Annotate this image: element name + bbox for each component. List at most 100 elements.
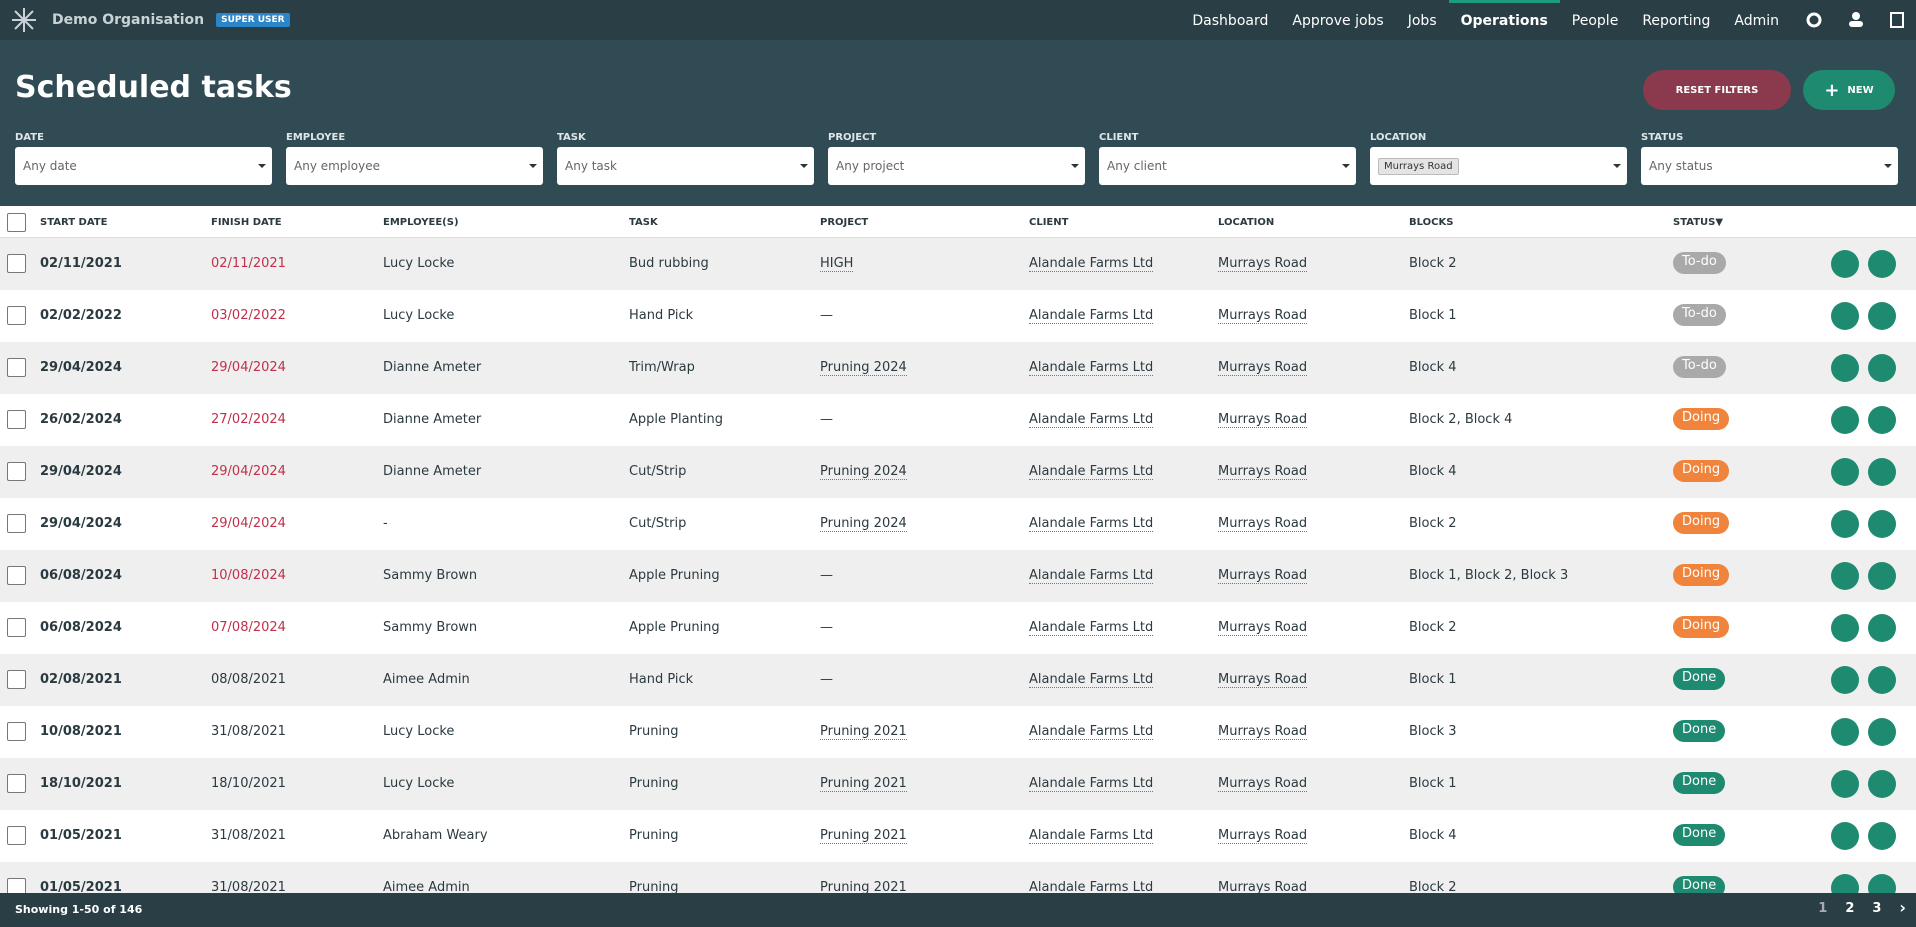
client-cell[interactable]: Alandale Farms Ltd (1029, 412, 1153, 428)
project-cell[interactable]: Pruning 2024 (820, 360, 907, 376)
location-cell[interactable]: Murrays Road (1218, 464, 1307, 480)
edit-button[interactable] (1831, 770, 1859, 798)
row-checkbox[interactable] (7, 566, 26, 585)
settings-icon[interactable] (1808, 14, 1820, 26)
reset-filters-button[interactable]: RESET FILTERS (1643, 70, 1791, 110)
nav-item[interactable]: Operations (1449, 0, 1560, 40)
row-checkbox[interactable] (7, 618, 26, 637)
row-checkbox[interactable] (7, 254, 26, 273)
client-cell[interactable]: Alandale Farms Ltd (1029, 360, 1153, 376)
project-cell[interactable]: Pruning 2024 (820, 464, 907, 480)
nav-item[interactable]: Reporting (1630, 0, 1722, 40)
row-checkbox[interactable] (7, 306, 26, 325)
project-cell[interactable]: Pruning 2021 (820, 828, 907, 844)
view-button[interactable] (1868, 614, 1896, 642)
project-cell[interactable]: Pruning 2024 (820, 516, 907, 532)
edit-button[interactable] (1831, 822, 1859, 850)
location-cell[interactable]: Murrays Road (1218, 828, 1307, 844)
location-cell[interactable]: Murrays Road (1218, 724, 1307, 740)
project-cell[interactable]: Pruning 2021 (820, 776, 907, 792)
view-button[interactable] (1868, 510, 1896, 538)
edit-button[interactable] (1831, 302, 1859, 330)
filter-input[interactable]: Any task (557, 147, 814, 185)
edit-button[interactable] (1831, 406, 1859, 434)
location-cell[interactable]: Murrays Road (1218, 412, 1307, 428)
view-button[interactable] (1868, 874, 1896, 893)
row-checkbox[interactable] (7, 722, 26, 741)
client-cell[interactable]: Alandale Farms Ltd (1029, 828, 1153, 844)
filter-input[interactable]: Any status (1641, 147, 1898, 185)
column-header[interactable]: TASK (629, 217, 658, 228)
nav-item[interactable]: Jobs (1396, 0, 1449, 40)
page-link[interactable]: 2 (1845, 901, 1854, 916)
nav-item[interactable]: People (1560, 0, 1631, 40)
select-all[interactable] (7, 213, 26, 232)
view-button[interactable] (1868, 250, 1896, 278)
edit-button[interactable] (1831, 718, 1859, 746)
location-cell[interactable]: Murrays Road (1218, 672, 1307, 688)
column-header[interactable]: STATUS▼ (1673, 217, 1723, 228)
column-header[interactable]: FINISH DATE (211, 217, 282, 228)
view-button[interactable] (1868, 406, 1896, 434)
filter-input[interactable]: Any project (828, 147, 1085, 185)
row-checkbox[interactable] (7, 462, 26, 481)
page-link[interactable]: 3 (1872, 901, 1881, 916)
location-cell[interactable]: Murrays Road (1218, 308, 1307, 324)
location-cell[interactable]: Murrays Road (1218, 568, 1307, 584)
location-cell[interactable]: Murrays Road (1218, 256, 1307, 272)
filter-input[interactable]: Any employee (286, 147, 543, 185)
row-checkbox[interactable] (7, 514, 26, 533)
client-cell[interactable]: Alandale Farms Ltd (1029, 724, 1153, 740)
nav-item[interactable]: Approve jobs (1280, 0, 1395, 40)
location-cell[interactable]: Murrays Road (1218, 516, 1307, 532)
view-button[interactable] (1868, 718, 1896, 746)
docs-icon[interactable] (1891, 13, 1903, 27)
page-link[interactable]: 1 (1818, 901, 1827, 916)
filter-input[interactable]: Any client (1099, 147, 1356, 185)
client-cell[interactable]: Alandale Farms Ltd (1029, 464, 1153, 480)
project-cell[interactable]: Pruning 2021 (820, 724, 907, 740)
nav-item[interactable]: Dashboard (1180, 0, 1280, 40)
filter-input[interactable]: Murrays Road (1370, 147, 1627, 185)
column-header[interactable]: CLIENT (1029, 217, 1068, 228)
location-cell[interactable]: Murrays Road (1218, 360, 1307, 376)
view-button[interactable] (1868, 458, 1896, 486)
view-button[interactable] (1868, 354, 1896, 382)
client-cell[interactable]: Alandale Farms Ltd (1029, 672, 1153, 688)
project-cell[interactable]: Pruning 2021 (820, 880, 907, 893)
location-cell[interactable]: Murrays Road (1218, 620, 1307, 636)
edit-button[interactable] (1831, 354, 1859, 382)
row-checkbox[interactable] (7, 774, 26, 793)
location-cell[interactable]: Murrays Road (1218, 776, 1307, 792)
view-button[interactable] (1868, 770, 1896, 798)
client-cell[interactable]: Alandale Farms Ltd (1029, 620, 1153, 636)
row-checkbox[interactable] (7, 826, 26, 845)
edit-button[interactable] (1831, 874, 1859, 893)
view-button[interactable] (1868, 302, 1896, 330)
column-header[interactable]: PROJECT (820, 217, 868, 228)
row-checkbox[interactable] (7, 358, 26, 377)
nav-item[interactable]: Admin (1722, 0, 1791, 40)
row-checkbox[interactable] (7, 878, 26, 893)
column-header[interactable]: START DATE (40, 217, 107, 228)
row-checkbox[interactable] (7, 670, 26, 689)
client-cell[interactable]: Alandale Farms Ltd (1029, 256, 1153, 272)
location-cell[interactable]: Murrays Road (1218, 880, 1307, 893)
client-cell[interactable]: Alandale Farms Ltd (1029, 776, 1153, 792)
row-checkbox[interactable] (7, 410, 26, 429)
client-cell[interactable]: Alandale Farms Ltd (1029, 880, 1153, 893)
client-cell[interactable]: Alandale Farms Ltd (1029, 308, 1153, 324)
client-cell[interactable]: Alandale Farms Ltd (1029, 568, 1153, 584)
column-header[interactable]: BLOCKS (1409, 217, 1453, 228)
column-header[interactable]: LOCATION (1218, 217, 1274, 228)
edit-button[interactable] (1831, 458, 1859, 486)
edit-button[interactable] (1831, 562, 1859, 590)
filter-input[interactable]: Any date (15, 147, 272, 185)
user-icon[interactable] (1852, 12, 1860, 20)
client-cell[interactable]: Alandale Farms Ltd (1029, 516, 1153, 532)
view-button[interactable] (1868, 666, 1896, 694)
next-page[interactable]: › (1899, 901, 1906, 916)
new-button[interactable]: +NEW (1803, 70, 1895, 110)
edit-button[interactable] (1831, 666, 1859, 694)
edit-button[interactable] (1831, 614, 1859, 642)
